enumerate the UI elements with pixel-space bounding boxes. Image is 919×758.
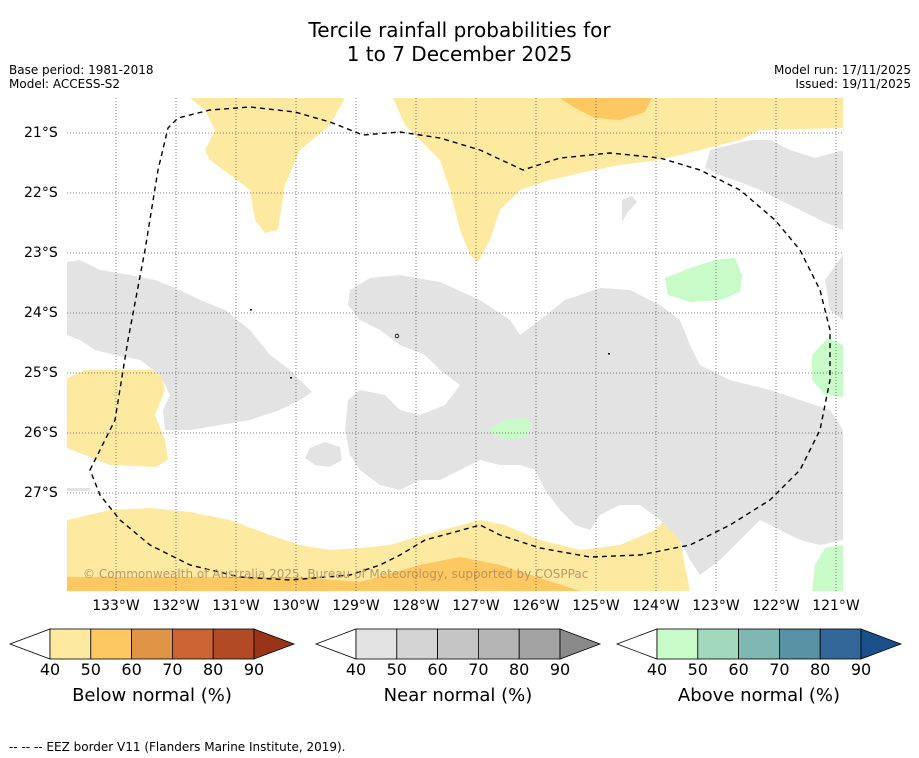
- near-normal-region-tiny: [622, 196, 637, 222]
- near-normal-region-small: [305, 442, 342, 467]
- below-normal-region-west: [67, 370, 168, 467]
- below-normal-region-south-inner: [67, 557, 580, 591]
- colorbar-tick-label: 40: [646, 660, 668, 679]
- meta-right: Model run: 17/11/2025 Issued: 19/11/2025: [774, 63, 911, 91]
- lon-label: 133°W: [92, 598, 140, 614]
- near-normal-region-east: [705, 140, 843, 230]
- colorbar-segment: [779, 628, 821, 660]
- colorbar-tick-label: 60: [427, 660, 448, 679]
- colorbar-tick-label: 40: [345, 660, 367, 679]
- colorbar-above-normal: [615, 628, 903, 660]
- above-normal-region-south-east: [812, 545, 843, 591]
- lon-label: 126°W: [512, 598, 560, 614]
- colorbar-tick-label: 60: [121, 660, 142, 679]
- model-run: Model run: 17/11/2025: [773, 63, 911, 77]
- colorbar-tick-label: 60: [728, 660, 749, 679]
- near-normal-region-east-mid: [825, 255, 843, 320]
- colorbar-tick-label: 70: [769, 660, 790, 679]
- copyright-notice: © Commonwealth of Australia 2025, Bureau…: [83, 567, 588, 581]
- graticule: [67, 98, 843, 591]
- colorbar-tick-label: 50: [687, 660, 708, 679]
- colorbar-segment: [396, 628, 438, 660]
- colorbar-segment: [738, 628, 780, 660]
- colorbar-segment: [477, 628, 520, 660]
- lat-label: 23°S: [24, 245, 58, 261]
- lat-label: 27°S: [24, 485, 58, 501]
- base-period: Base period: 1981-2018: [9, 63, 154, 77]
- lon-label: 128°W: [392, 598, 440, 614]
- colorbar-tick-label: 90: [243, 660, 265, 679]
- lon-label: 122°W: [752, 598, 800, 614]
- below-normal-region-north-inner: [560, 98, 652, 120]
- lon-label: 121°W: [812, 598, 860, 614]
- colorbar-extend-high: [559, 628, 602, 660]
- colorbar-extend-low: [8, 628, 51, 660]
- above-normal-region-center: [487, 418, 533, 440]
- eez-border: [89, 106, 831, 581]
- colorbar-extend-low: [314, 628, 357, 660]
- colorbar-tick-label: 80: [509, 660, 530, 679]
- map-title: Tercile rainfall probabilities for 1 to …: [0, 18, 919, 66]
- colorbar-segment: [90, 628, 133, 660]
- lat-label: 21°S: [24, 125, 58, 141]
- meta-left: Base period: 1981-2018 Model: ACCESS-S2: [9, 63, 154, 91]
- lon-label: 124°W: [632, 598, 680, 614]
- footer-note: -- -- -- EEZ border V11 (Flanders Marine…: [9, 740, 346, 754]
- colorbar-segment: [212, 628, 255, 660]
- title-line-1: Tercile rainfall probabilities for: [308, 18, 611, 42]
- colorbar-segment: [656, 628, 699, 660]
- colorbar-segment: [437, 628, 479, 660]
- map-fields: © Commonwealth of Australia 2025, Bureau…: [67, 98, 843, 591]
- colorbar-near-normal: [314, 628, 602, 660]
- colorbar-extend-high: [253, 628, 296, 660]
- lat-label: 25°S: [24, 365, 58, 381]
- colorbar-segment: [131, 628, 173, 660]
- below-normal-region-north: [393, 98, 843, 262]
- lon-label: 125°W: [572, 598, 620, 614]
- colorbar-tick-label: 70: [162, 660, 183, 679]
- colorbar-label-above: Above normal (%): [677, 685, 841, 706]
- colorbar-tick-label: 90: [850, 660, 872, 679]
- colorbar-tick-label: 50: [386, 660, 407, 679]
- model-name: Model: ACCESS-S2: [9, 77, 121, 91]
- issued-date: Issued: 19/11/2025: [795, 77, 911, 91]
- above-normal-region-east: [665, 258, 742, 302]
- lon-label: 129°W: [332, 598, 380, 614]
- colorbar-tick-label: 80: [203, 660, 224, 679]
- lon-label: 127°W: [452, 598, 500, 614]
- colorbar-tick-label: 80: [810, 660, 831, 679]
- colorbar-extend-high: [860, 628, 903, 660]
- lon-label: 123°W: [692, 598, 740, 614]
- colorbar-below-normal: [8, 628, 296, 660]
- lon-label: 131°W: [212, 598, 260, 614]
- above-normal-region-east-edge: [812, 338, 843, 397]
- colorbar-tick-label: 50: [80, 660, 101, 679]
- lon-label: 132°W: [152, 598, 200, 614]
- near-normal-region-west-edge: [67, 488, 90, 491]
- lat-label: 24°S: [24, 305, 58, 321]
- colorbar-label-below: Below normal (%): [72, 685, 232, 706]
- colorbar-tick-label: 40: [39, 660, 61, 679]
- colorbar-segment: [49, 628, 92, 660]
- colorbar-segment: [171, 628, 214, 660]
- below-normal-region-south: [67, 508, 690, 591]
- below-normal-region-north-west: [190, 98, 345, 233]
- colorbar-segment: [697, 628, 739, 660]
- near-normal-region-central: [345, 275, 843, 575]
- colorbar-tick-label: 90: [549, 660, 571, 679]
- lat-label: 26°S: [24, 425, 58, 441]
- colorbar-segment: [355, 628, 398, 660]
- colorbar-extend-low: [615, 628, 658, 660]
- lat-label: 22°S: [24, 185, 58, 201]
- colorbar-label-near: Near normal (%): [383, 685, 533, 706]
- title-line-2: 1 to 7 December 2025: [346, 42, 573, 66]
- colorbars: [8, 628, 903, 660]
- near-normal-region-west: [67, 260, 312, 430]
- colorbar-segment: [819, 628, 862, 660]
- colorbar-segment: [518, 628, 561, 660]
- lon-label: 130°W: [272, 598, 320, 614]
- islands: [250, 309, 610, 379]
- colorbar-tick-label: 70: [468, 660, 489, 679]
